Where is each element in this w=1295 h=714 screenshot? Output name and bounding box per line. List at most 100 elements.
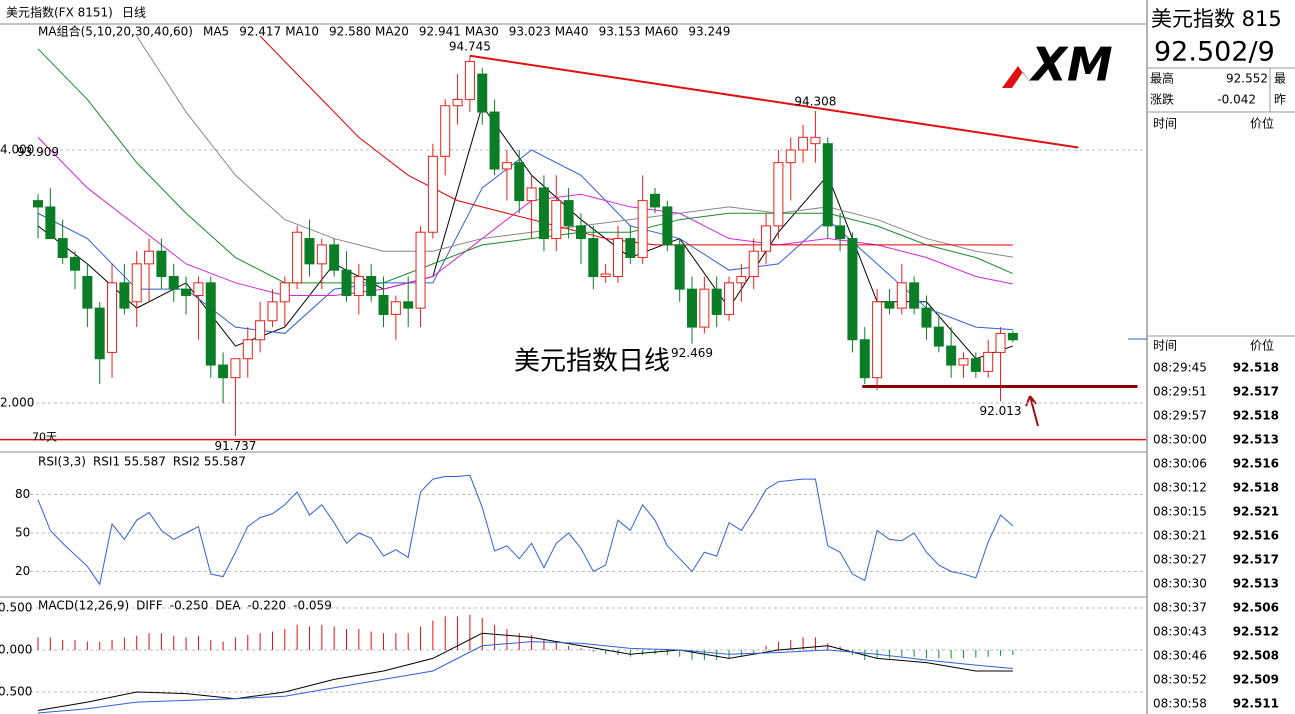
y-tick-label: 2.000 xyxy=(0,396,34,410)
candle-body xyxy=(131,263,142,303)
candle-body xyxy=(674,244,685,290)
candle-body xyxy=(699,288,710,328)
tick-price: 92.513 xyxy=(1233,577,1279,591)
candle-body xyxy=(501,162,512,170)
label: 涨跌 xyxy=(1150,92,1174,107)
candle-body xyxy=(921,307,932,328)
tick-time: 08:30:27 xyxy=(1153,553,1207,567)
candle-body xyxy=(304,238,315,265)
candle-body xyxy=(403,301,414,309)
candle-body xyxy=(181,288,192,296)
rsi-value: RSI2 55.587 xyxy=(173,455,246,469)
annotation: 93.909 xyxy=(17,145,59,159)
tick-time: 08:30:30 xyxy=(1153,577,1207,591)
candle-body xyxy=(933,326,944,347)
tick-price: 92.516 xyxy=(1233,457,1279,471)
ma-line xyxy=(37,149,1013,334)
logo: XM xyxy=(1028,38,1112,92)
candle-body xyxy=(884,301,895,309)
candle-body xyxy=(119,282,130,309)
candle-body xyxy=(205,282,216,366)
trend-line xyxy=(469,54,1079,149)
column-header: 时间 xyxy=(1153,117,1177,131)
candle-body xyxy=(107,282,118,353)
candle-body xyxy=(575,225,586,240)
candle-body xyxy=(958,358,969,366)
y-tick-label: 80 xyxy=(15,487,30,501)
candle-body xyxy=(970,358,981,372)
candle-body xyxy=(983,351,994,372)
candle-body xyxy=(390,301,401,315)
symbol-title: 美元指数(FX 8151) xyxy=(6,5,113,20)
candle-body xyxy=(847,238,858,341)
candle-body xyxy=(440,105,451,157)
annotation: 91.737 xyxy=(214,439,256,453)
annotation: 92.469 xyxy=(671,346,713,360)
candle-body xyxy=(452,98,463,107)
tick-price: 92.516 xyxy=(1233,529,1279,543)
candle-body xyxy=(70,257,81,271)
tick-time: 08:30:06 xyxy=(1153,457,1207,471)
candle-body xyxy=(872,301,883,379)
candle-body xyxy=(995,332,1006,353)
candle-body xyxy=(600,273,611,278)
candle-body xyxy=(415,231,426,309)
rsi-value: RSI1 55.587 xyxy=(93,455,166,469)
candle-body xyxy=(292,231,303,284)
candle-body xyxy=(625,238,636,259)
candle-body xyxy=(588,238,599,278)
candle-body xyxy=(946,345,957,366)
tick-price: 92.509 xyxy=(1233,673,1279,687)
annotation: 94.745 xyxy=(449,39,491,53)
y-tick-label: 20 xyxy=(15,564,30,578)
quote-price: 92.502/9 xyxy=(1154,37,1275,68)
rsi-line xyxy=(37,474,1014,586)
candle-body xyxy=(267,301,278,322)
tick-time: 08:30:52 xyxy=(1153,673,1207,687)
candle-body xyxy=(612,238,623,278)
tick-time: 08:30:15 xyxy=(1153,505,1207,519)
candle-body xyxy=(353,276,364,296)
column-header: 价位 xyxy=(1250,116,1274,131)
candle-body xyxy=(168,276,179,290)
legend-label: MA5 xyxy=(203,25,229,39)
candle-body xyxy=(736,276,747,284)
chart-area: 4.000 2.000 70天 94.745 94.308 93.909 92.469 91.… xyxy=(0,24,1146,714)
candle-body xyxy=(193,282,204,296)
tick-time: 08:30:58 xyxy=(1153,697,1207,711)
candle-body xyxy=(33,200,43,208)
label: 最高 xyxy=(1150,71,1174,86)
column-header: 价位 xyxy=(1250,338,1274,353)
candle-body xyxy=(366,276,377,296)
candle-body xyxy=(785,149,796,164)
candle-body xyxy=(378,294,389,315)
macd-label: DEA xyxy=(215,599,241,613)
candle-body xyxy=(835,225,846,240)
legend-label: MA60 xyxy=(645,25,679,39)
rsi-name: RSI(3,3) xyxy=(38,455,86,469)
macd-value: -0.250 xyxy=(170,599,209,613)
tick-price: 92.511 xyxy=(1233,697,1279,711)
y-tick-label: 50 xyxy=(15,526,30,540)
tick-price: 92.513 xyxy=(1233,433,1279,447)
macd-line xyxy=(37,632,1013,711)
candle-body xyxy=(748,250,759,277)
tick-time: 08:29:45 xyxy=(1153,361,1207,375)
candle-body xyxy=(724,282,735,315)
macd-label: DIFF xyxy=(136,599,163,613)
tick-price: 92.518 xyxy=(1233,361,1279,375)
macd-value: -0.220 xyxy=(247,599,286,613)
legend-label: MA40 xyxy=(555,25,589,39)
tick-time: 08:29:51 xyxy=(1153,385,1207,399)
candle-body xyxy=(341,269,352,296)
candle-body xyxy=(637,200,648,259)
candle-body xyxy=(909,282,920,309)
candle-body xyxy=(687,288,698,328)
legend-value: 93.153 xyxy=(599,25,641,39)
candle-body xyxy=(810,136,821,145)
candle-body xyxy=(662,206,673,246)
candle-body xyxy=(551,200,562,240)
legend-label: MA20 xyxy=(375,25,409,39)
candle-body xyxy=(563,200,574,227)
